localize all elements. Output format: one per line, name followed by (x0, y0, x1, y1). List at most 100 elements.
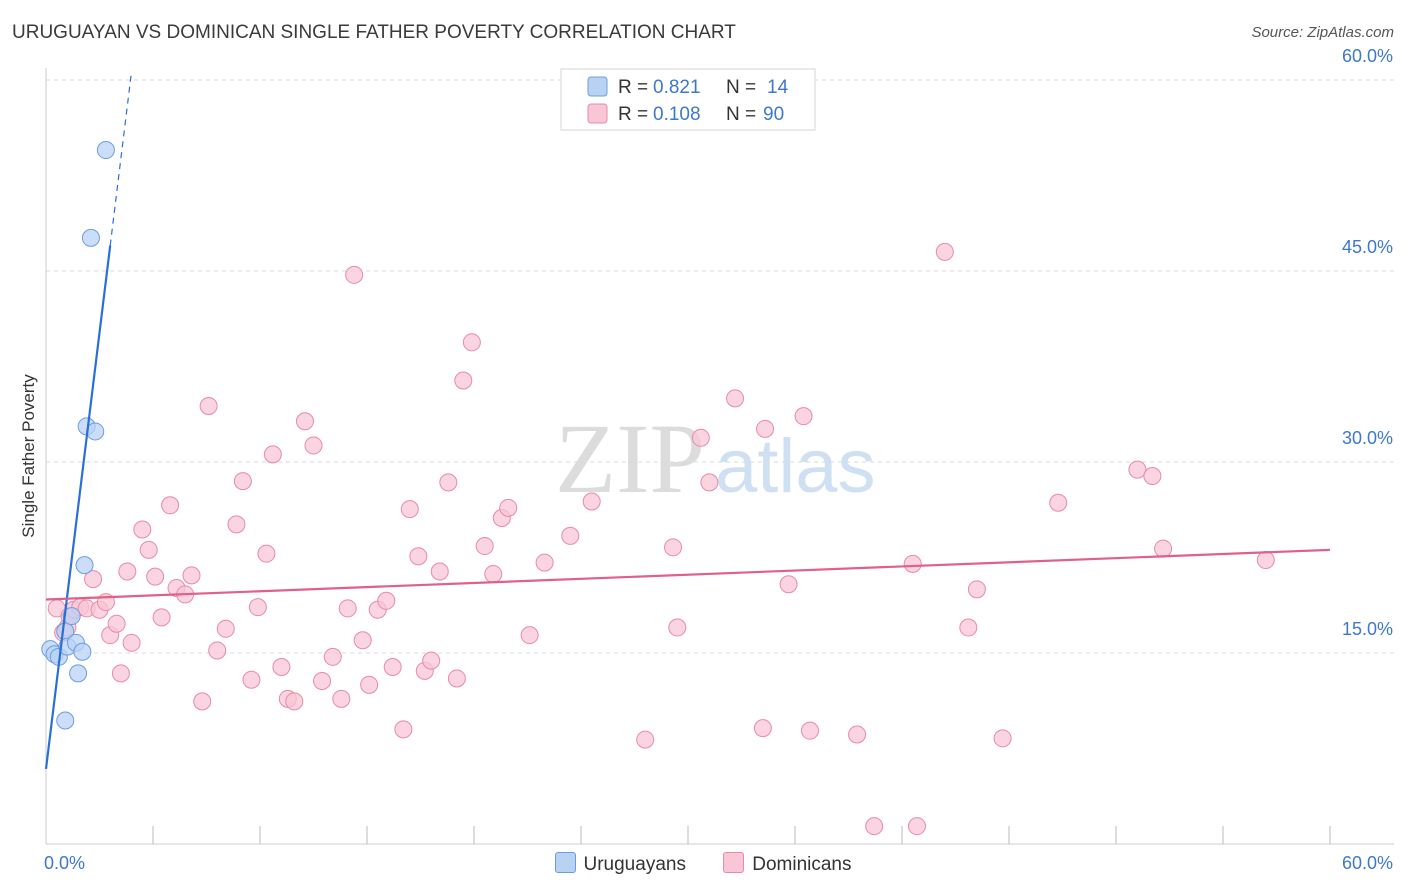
dominican-point (454, 371, 473, 390)
dominican-point (182, 566, 201, 585)
dominican-point (794, 407, 813, 426)
dominican-point (439, 473, 458, 492)
dominican-point (935, 242, 954, 261)
dominican-point (848, 725, 867, 744)
uruguayan-point (73, 642, 92, 661)
dominican-point (691, 428, 710, 447)
dominican-point (484, 565, 503, 584)
chart-title: URUGUAYAN VS DOMINICAN SINGLE FATHER POV… (12, 22, 736, 43)
y-tick-label: 60.0% (1342, 46, 1393, 66)
dominican-point (561, 526, 580, 545)
dominican-point (700, 473, 719, 492)
legend-label: Uruguayans (583, 854, 686, 875)
dominican-point (199, 396, 218, 415)
dominican-point (1128, 460, 1147, 479)
uruguayan-point (62, 607, 81, 626)
dominican-point (263, 445, 282, 464)
uruguayan-point (81, 228, 100, 247)
dominican-point (636, 730, 655, 749)
dominican-point (295, 412, 314, 431)
dominican-trend-line (45, 548, 1331, 601)
dominican-point (193, 692, 212, 711)
dominican-point (430, 562, 449, 581)
dominican-point (967, 580, 986, 599)
dominican-point (535, 553, 554, 572)
uruguayan-point (75, 556, 94, 575)
watermark-atlas: atlas (715, 424, 876, 509)
dominican-point (520, 626, 539, 645)
legend-label: Dominicans (752, 854, 852, 875)
legend-n-value: 14 (767, 77, 789, 98)
uruguayan-point (69, 664, 88, 683)
legend-swatch-dominicans (723, 852, 745, 873)
dominican-point (475, 537, 494, 556)
dominican-point (959, 618, 978, 637)
dominican-point (118, 562, 137, 581)
dominican-point (582, 492, 601, 511)
legend-r-value: 0.821 (653, 77, 701, 98)
dominican-point (865, 817, 884, 836)
dominican-point (242, 670, 261, 689)
legend-r-label: R = (618, 77, 648, 98)
dominican-point (394, 720, 413, 739)
dominican-point (726, 389, 745, 408)
dominican-point (285, 692, 304, 711)
dominican-point (383, 658, 402, 677)
dominican-point (756, 419, 775, 438)
legend-r-value: 0.108 (653, 104, 701, 125)
dominican-point (903, 554, 922, 573)
dominican-point (400, 500, 419, 519)
dominican-point (1143, 467, 1162, 486)
dominican-point (208, 641, 227, 660)
dominican-point (779, 575, 798, 594)
axes: 15.0% 30.0% 45.0% 60.0% 0.0% 60.0% (44, 46, 1394, 873)
uruguayan-trend-line (44, 245, 112, 770)
x-tick-label: 0.0% (44, 853, 85, 873)
trend-lines (44, 71, 1331, 770)
data-points (41, 141, 1275, 836)
dominican-point (907, 817, 926, 836)
dominican-point (409, 547, 428, 566)
source-label: Source: ZipAtlas.com (1251, 24, 1394, 41)
dominican-point (1049, 493, 1068, 512)
dominican-point (993, 729, 1012, 748)
dominican-point (422, 651, 441, 670)
uruguayan-point (96, 141, 115, 160)
legend-n-label: N = (726, 77, 756, 98)
dominican-point (377, 591, 396, 610)
dominican-point (753, 719, 772, 738)
dominican-point (313, 672, 332, 691)
legend-top: R = 0.821 N = 14 R = 0.108 N = 90 (560, 68, 816, 131)
dominican-point (800, 721, 819, 740)
dominican-point (338, 599, 357, 618)
dominican-point (111, 664, 130, 683)
dominican-point (668, 618, 687, 637)
dominican-point (248, 598, 267, 617)
dominican-point (345, 265, 364, 284)
dominican-point (353, 631, 372, 650)
legend-item-uruguayans: Uruguayans (554, 852, 686, 876)
legend-bottom: Uruguayans Dominicans (0, 852, 1406, 876)
dominican-point (1154, 539, 1173, 558)
dominican-point (146, 567, 165, 586)
dominican-point (84, 570, 103, 589)
dominican-point (332, 689, 351, 708)
y-tick-label: 30.0% (1342, 428, 1393, 448)
dominican-point (107, 614, 126, 633)
legend-swatch-dominicans (587, 103, 608, 124)
dominican-point (133, 520, 152, 539)
legend-r-label: R = (618, 104, 648, 125)
y-tick-label: 15.0% (1342, 619, 1393, 639)
dominican-point (161, 496, 180, 515)
dominican-point (360, 675, 379, 694)
legend-n-label: N = (726, 104, 756, 125)
uruguayan-trend-extension (109, 71, 133, 246)
uruguayan-point (56, 711, 75, 730)
gridlines (46, 79, 1394, 654)
legend-swatch-uruguayans (554, 852, 576, 873)
dominican-point (152, 608, 171, 627)
y-axis-label: Single Father Poverty (19, 374, 38, 538)
dominican-point (227, 515, 246, 534)
watermark-zip: ZIP (555, 403, 705, 514)
